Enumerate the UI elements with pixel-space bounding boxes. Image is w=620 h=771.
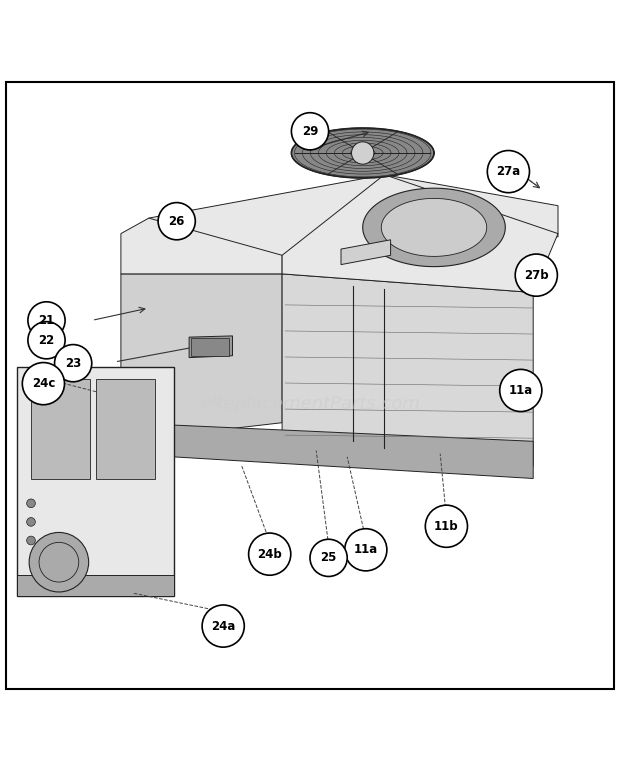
Text: 27a: 27a — [496, 165, 521, 178]
Text: 23: 23 — [65, 357, 81, 369]
Circle shape — [425, 505, 467, 547]
Polygon shape — [282, 274, 533, 466]
Text: 24b: 24b — [257, 547, 282, 561]
Circle shape — [515, 254, 557, 296]
Circle shape — [500, 369, 542, 412]
Circle shape — [487, 150, 529, 193]
Circle shape — [22, 362, 64, 405]
Circle shape — [28, 301, 65, 339]
Text: 24a: 24a — [211, 620, 236, 632]
Text: 29: 29 — [302, 125, 318, 138]
FancyBboxPatch shape — [191, 338, 229, 355]
Text: 27b: 27b — [524, 268, 549, 281]
Text: 26: 26 — [169, 214, 185, 227]
Circle shape — [27, 499, 35, 507]
Circle shape — [202, 605, 244, 647]
Circle shape — [29, 533, 89, 592]
Text: 11b: 11b — [434, 520, 459, 533]
Text: 24c: 24c — [32, 377, 55, 390]
Polygon shape — [31, 379, 90, 479]
Polygon shape — [291, 128, 434, 178]
Text: eReplacementParts.com: eReplacementParts.com — [200, 395, 420, 413]
Circle shape — [28, 322, 65, 359]
Polygon shape — [341, 240, 391, 264]
Polygon shape — [149, 175, 558, 274]
Circle shape — [55, 345, 92, 382]
Circle shape — [310, 539, 347, 577]
Text: 22: 22 — [38, 334, 55, 347]
Circle shape — [352, 142, 374, 164]
Polygon shape — [17, 574, 174, 596]
Polygon shape — [96, 379, 155, 479]
Text: 11a: 11a — [353, 544, 378, 557]
Polygon shape — [17, 367, 174, 596]
Text: 11a: 11a — [508, 384, 533, 397]
Polygon shape — [363, 188, 505, 267]
Text: 25: 25 — [321, 551, 337, 564]
Circle shape — [158, 203, 195, 240]
Polygon shape — [121, 423, 533, 479]
Circle shape — [345, 529, 387, 571]
Polygon shape — [189, 336, 232, 358]
Circle shape — [291, 113, 329, 150]
Text: 21: 21 — [38, 314, 55, 327]
Polygon shape — [381, 198, 487, 257]
Circle shape — [27, 517, 35, 527]
Polygon shape — [282, 175, 558, 292]
Circle shape — [27, 536, 35, 545]
Polygon shape — [121, 274, 282, 441]
Circle shape — [39, 542, 79, 582]
FancyBboxPatch shape — [6, 82, 614, 689]
Circle shape — [249, 533, 291, 575]
Polygon shape — [121, 218, 282, 274]
